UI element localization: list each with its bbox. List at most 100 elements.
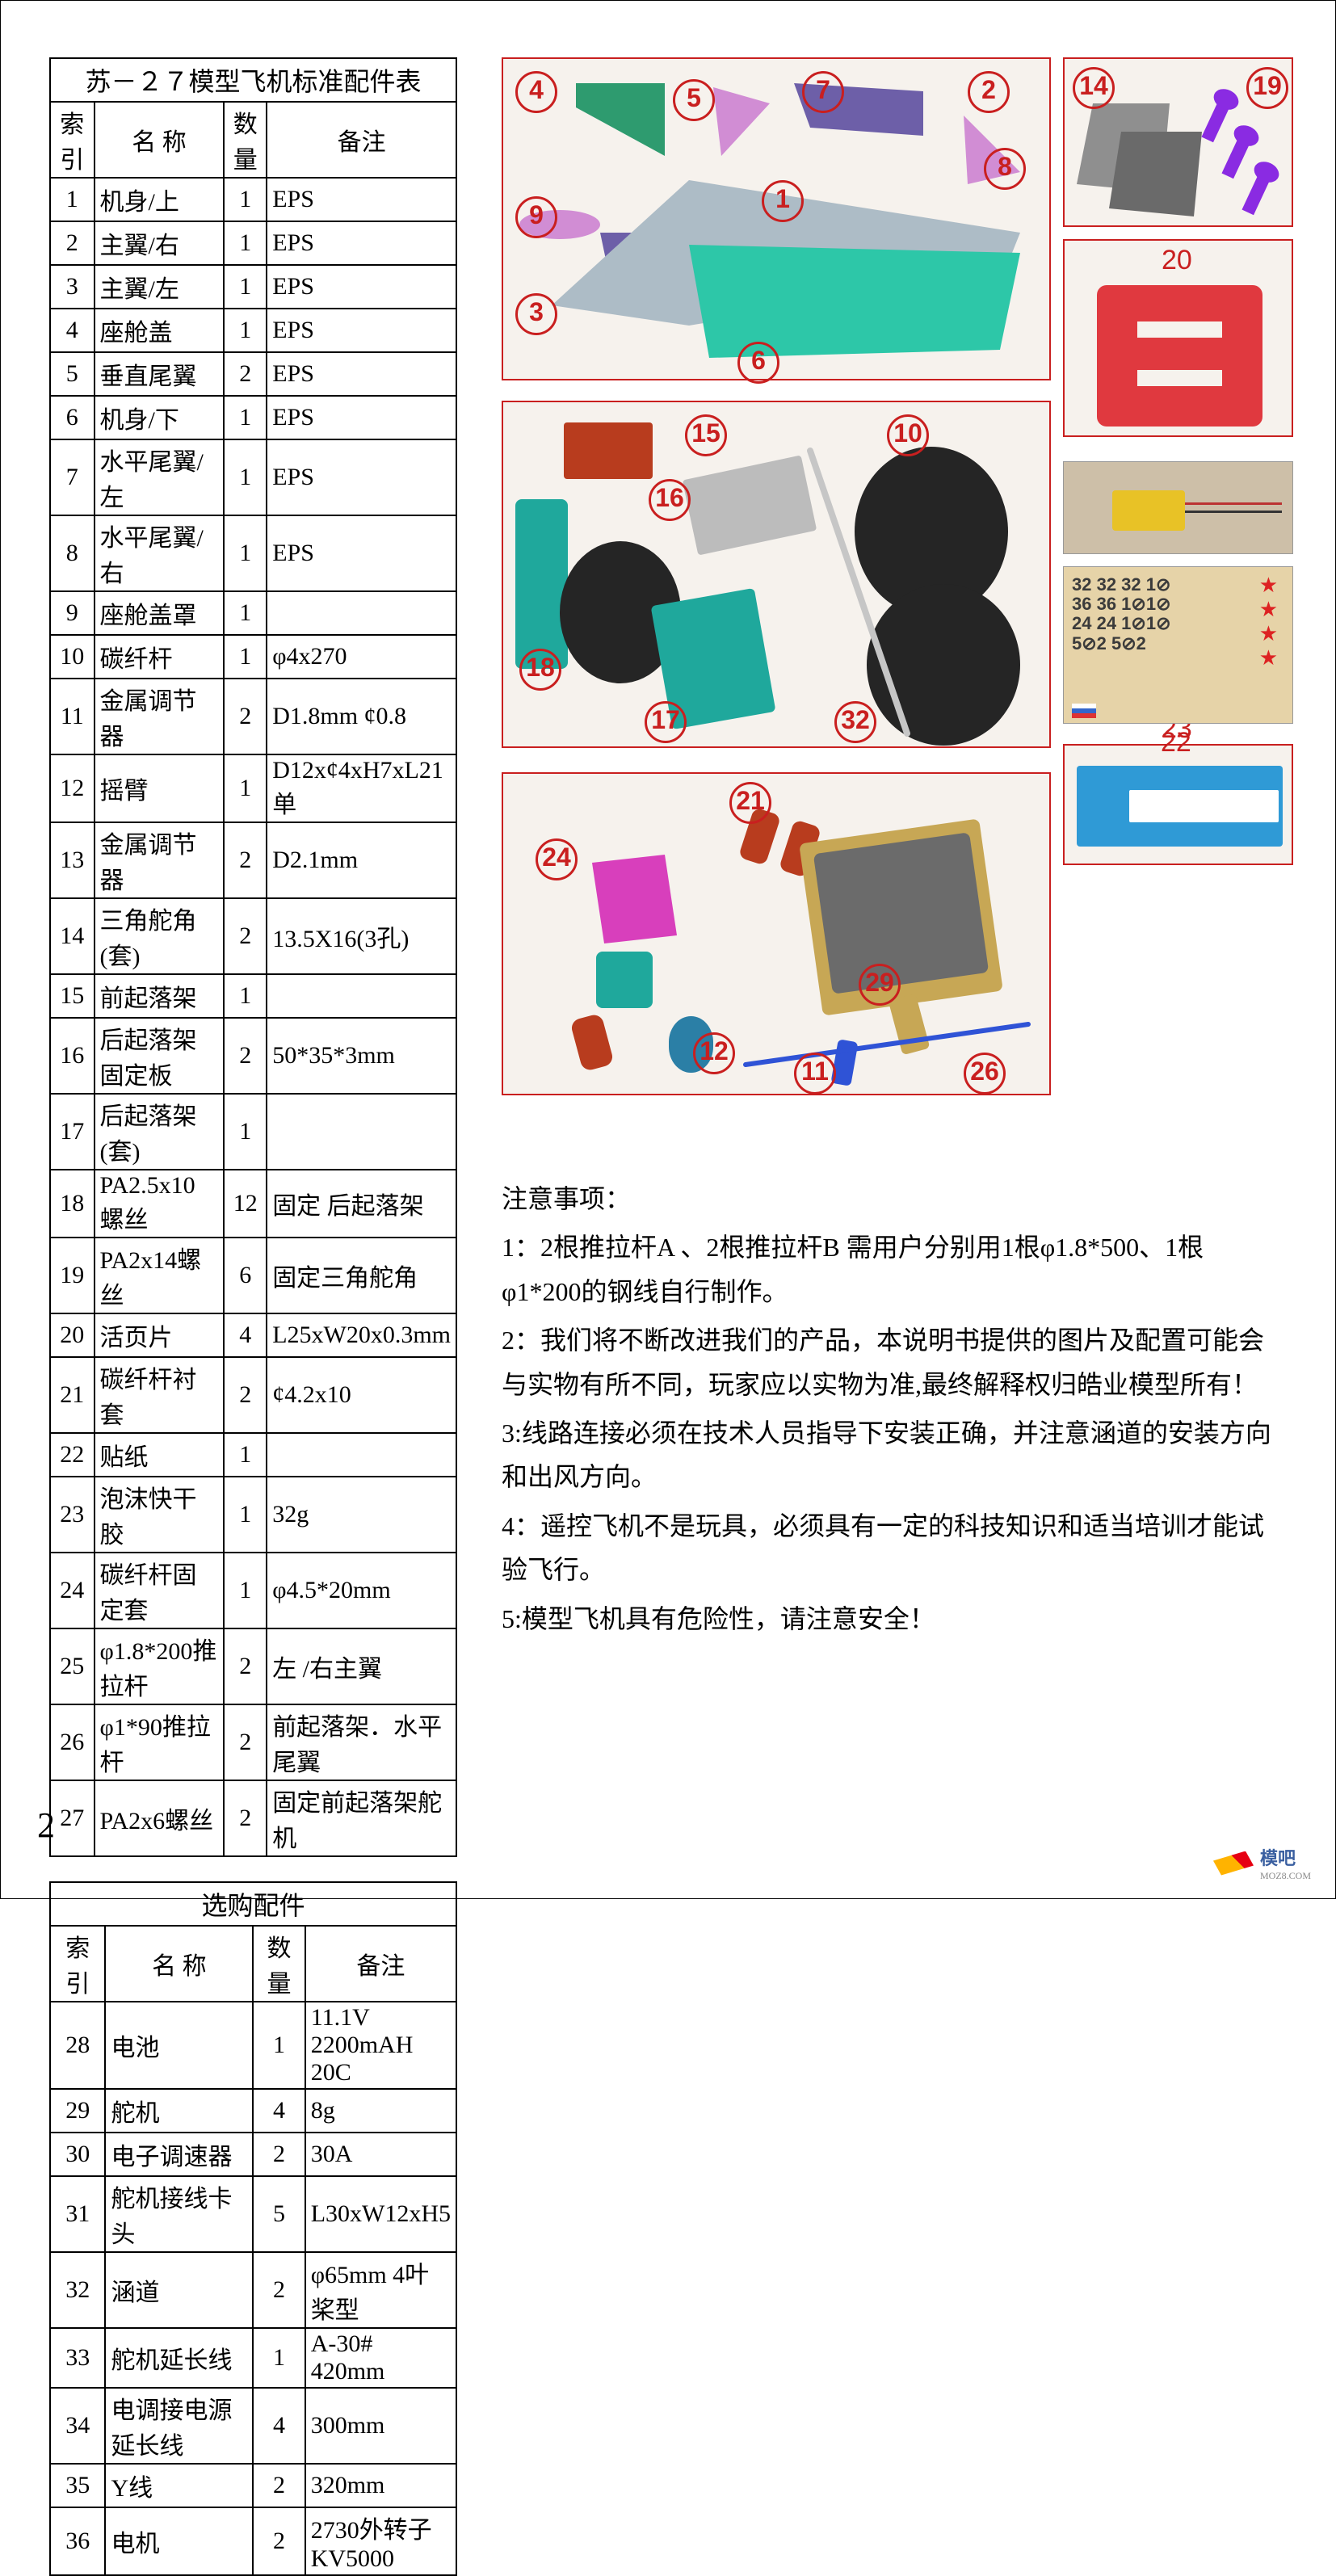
main-parts-table: 苏－２７模型飞机标准配件表 索引 名 称 数量 备注 1机身/上1EPS2主翼/… (49, 57, 457, 1857)
cell: A-30# 420mm (305, 2328, 456, 2388)
cell: 17 (50, 1094, 95, 1170)
cell: 14 (50, 898, 95, 974)
watermark-sub: MOZ8.COM (1260, 1870, 1311, 1882)
figure-panel: 457293186 (502, 57, 1051, 380)
callout-6: 6 (737, 342, 779, 384)
cell: D1.8mm ¢0.8 (267, 679, 456, 754)
cell: 后起落架(套) (95, 1094, 225, 1170)
cell (267, 974, 456, 1018)
hdr-name: 名 称 (95, 102, 225, 178)
cell: 12 (224, 1170, 267, 1238)
note-item: 1：2根推拉杆A 、2根推拉杆B 需用户分别用1根φ1.8*500、1根φ1*2… (502, 1225, 1277, 1313)
callout-7: 7 (802, 71, 844, 113)
cell: 2 (253, 2507, 305, 2575)
hdr-qty: 数量 (224, 102, 267, 178)
callout-18: 18 (519, 649, 561, 691)
cell: 后起落架固定板 (95, 1018, 225, 1094)
cell: 35 (50, 2464, 105, 2507)
figure-panel: 1419 (1063, 57, 1293, 227)
cell: 固定三角舵角 (267, 1238, 456, 1313)
cell (267, 591, 456, 635)
note-item: 3:线路连接必须在技术人员指导下安装正确，并注意涵道的安装方向和出风方向。 (502, 1411, 1277, 1499)
table-row: 26φ1*90推拉杆2前起落架．水平尾翼 (50, 1704, 456, 1780)
cell: 31 (50, 2176, 105, 2252)
cell: 主翼/右 (95, 221, 225, 265)
callout-5: 5 (673, 79, 715, 121)
cell: 固定 后起落架 (267, 1170, 456, 1238)
cell: 1 (224, 515, 267, 591)
cell: 前起落架．水平尾翼 (267, 1704, 456, 1780)
cell: 13 (50, 822, 95, 898)
watermark-text: 模吧 (1260, 1844, 1311, 1870)
callout-26: 26 (964, 1053, 1006, 1095)
callout-29: 29 (859, 964, 901, 1006)
table-row: 28电池111.1V 2200mAH 20C (50, 2002, 456, 2089)
table-row: 22贴纸1 (50, 1433, 456, 1477)
table-row: 12摇臂1D12x¢4xH7xL21单 (50, 754, 456, 822)
cell: 主翼/左 (95, 265, 225, 309)
cell: 4 (50, 309, 95, 352)
table-row: 15前起落架1 (50, 974, 456, 1018)
cell: 金属调节器 (95, 679, 225, 754)
cell: 24 (50, 1553, 95, 1628)
cell: 300mm (305, 2388, 456, 2464)
cell: 4 (224, 1313, 267, 1357)
cell: 22 (50, 1433, 95, 1477)
cell: 1 (253, 2328, 305, 2388)
cell: 2 (253, 2464, 305, 2507)
table-row: 9座舱盖罩1 (50, 591, 456, 635)
cell: 320mm (305, 2464, 456, 2507)
table-row: 5垂直尾翼2EPS (50, 352, 456, 396)
cell: 1 (224, 439, 267, 515)
cell: 水平尾翼/左 (95, 439, 225, 515)
cell: 舵机 (105, 2089, 253, 2133)
cell: 6 (50, 396, 95, 439)
callout-4: 4 (515, 71, 557, 113)
cell: ¢4.2x10 (267, 1357, 456, 1433)
note-item: 4：遥控飞机不是玩具，必须具有一定的科技知识和适当培训才能试验飞行。 (502, 1504, 1277, 1592)
callout-15: 15 (685, 414, 727, 456)
cell: 9 (50, 591, 95, 635)
cell: 34 (50, 2388, 105, 2464)
cell: 座舱盖罩 (95, 591, 225, 635)
cell (267, 1433, 456, 1477)
table-row: 7水平尾翼/左1EPS (50, 439, 456, 515)
callout-1: 1 (762, 180, 804, 222)
cell: 16 (50, 1018, 95, 1094)
notes-title: 注意事项： (502, 1177, 1277, 1221)
table-row: 17后起落架(套)1 (50, 1094, 456, 1170)
cell: 12 (50, 754, 95, 822)
cell: 1 (224, 1433, 267, 1477)
cell: 26 (50, 1704, 95, 1780)
notes-section: 注意事项： 1：2根推拉杆A 、2根推拉杆B 需用户分别用1根φ1.8*500、… (502, 1172, 1277, 1645)
cell: 11.1V 2200mAH 20C (305, 2002, 456, 2089)
cell: 涵道 (105, 2252, 253, 2328)
cell: 1 (224, 396, 267, 439)
cell: 11 (50, 679, 95, 754)
cell: 1 (224, 974, 267, 1018)
main-table-title: 苏－２７模型飞机标准配件表 (50, 58, 456, 102)
callout-3: 3 (515, 293, 557, 335)
cell: 2 (224, 1018, 267, 1094)
opt-hdr-name: 名 称 (105, 1926, 253, 2002)
left-column: 苏－２７模型飞机标准配件表 索引 名 称 数量 备注 1机身/上1EPS2主翼/… (49, 57, 457, 2576)
cell: 三角舵角(套) (95, 898, 225, 974)
photo-decal: 32 32 32 1⊘36 36 1⊘1⊘24 24 1⊘1⊘5⊘2 5⊘2★★… (1063, 566, 1293, 724)
cell: 27 (50, 1780, 95, 1856)
note-item: 2：我们将不断改进我们的产品，本说明书提供的图片及配置可能会与实物有所不同，玩家… (502, 1318, 1277, 1406)
cell: 19 (50, 1238, 95, 1313)
cell: 2 (224, 898, 267, 974)
page: 苏－２７模型飞机标准配件表 索引 名 称 数量 备注 1机身/上1EPS2主翼/… (0, 0, 1336, 1899)
cell: 电调接电源延长线 (105, 2388, 253, 2464)
cell: φ4x270 (267, 635, 456, 679)
cell: 1 (224, 1553, 267, 1628)
cell: 30 (50, 2133, 105, 2176)
watermark-icon (1213, 1851, 1254, 1876)
cell: 2 (224, 822, 267, 898)
cell: 1 (224, 1477, 267, 1553)
table-row: 4座舱盖1EPS (50, 309, 456, 352)
cell: 2 (224, 1628, 267, 1704)
table-row: 10碳纤杆1φ4x270 (50, 635, 456, 679)
cell: 固定前起落架舵机 (267, 1780, 456, 1856)
table-row: 2主翼/右1EPS (50, 221, 456, 265)
